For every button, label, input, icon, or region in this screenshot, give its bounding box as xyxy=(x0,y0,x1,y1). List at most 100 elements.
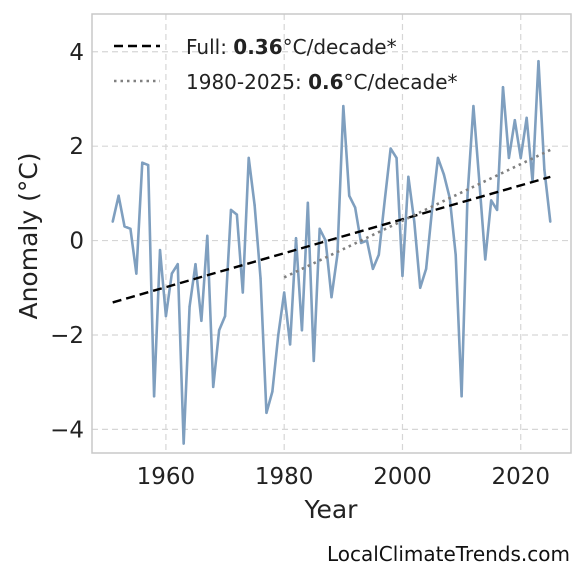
data-point-2015 xyxy=(489,199,493,202)
data-point-1992 xyxy=(353,206,357,209)
grid-lines xyxy=(92,14,571,453)
data-point-1999 xyxy=(395,156,398,160)
data-point-1960 xyxy=(164,314,168,318)
data-point-1997 xyxy=(383,199,386,202)
legend-entry-recent: 1980-2025: 0.6°C/decade* xyxy=(186,70,458,94)
full-trend-line xyxy=(112,175,551,304)
data-point-1989 xyxy=(336,253,339,256)
legend-recent-value: 0.6 xyxy=(308,70,343,94)
data-point-2009 xyxy=(454,253,457,256)
data-point-1978 xyxy=(271,390,274,393)
data-point-1977 xyxy=(265,411,268,415)
data-point-2021 xyxy=(525,116,528,120)
data-point-1956 xyxy=(141,161,144,164)
data-point-1958 xyxy=(152,395,156,398)
data-point-1979 xyxy=(277,333,280,337)
y-tick-label--4: −4 xyxy=(50,417,84,443)
data-point-2000 xyxy=(401,274,404,278)
x-tick-label-2000: 2000 xyxy=(373,464,432,490)
y-tick-label-2: 2 xyxy=(69,134,84,160)
data-point-1998 xyxy=(389,147,392,150)
data-point-1966 xyxy=(200,319,203,323)
data-point-1986 xyxy=(318,227,321,230)
data-point-1982 xyxy=(294,237,298,240)
data-point-1961 xyxy=(170,272,174,275)
data-point-2002 xyxy=(413,220,416,223)
data-point-2017 xyxy=(501,85,505,89)
data-point-1981 xyxy=(288,343,292,346)
legend-recent-suffix: °C/decade* xyxy=(344,70,458,94)
data-point-2023 xyxy=(537,60,540,63)
data-point-1957 xyxy=(146,163,150,167)
data-point-2014 xyxy=(484,258,487,261)
data-point-1962 xyxy=(176,262,179,266)
data-point-1969 xyxy=(217,329,221,332)
data-point-1973 xyxy=(241,291,244,294)
legend: Full: 0.36°C/decade* 1980-2025: 0.6°C/de… xyxy=(114,35,458,94)
data-point-1984 xyxy=(306,201,310,205)
data-point-2018 xyxy=(507,156,511,160)
data-point-2004 xyxy=(424,267,428,271)
y-tick-label-0: 0 xyxy=(69,229,84,255)
data-point-1951 xyxy=(111,220,114,223)
y-tick-labels: −4 −2 0 2 4 xyxy=(50,40,84,444)
data-point-1980 xyxy=(282,291,286,294)
data-point-1967 xyxy=(206,234,209,238)
data-point-1955 xyxy=(135,272,138,275)
data-point-2007 xyxy=(442,173,446,176)
data-point-1983 xyxy=(300,329,304,332)
data-point-1971 xyxy=(229,208,233,212)
data-point-1953 xyxy=(123,225,126,228)
legend-entry-full: Full: 0.36°C/decade* xyxy=(186,35,397,59)
data-point-1996 xyxy=(377,253,381,256)
data-point-2006 xyxy=(436,156,440,160)
data-point-2025 xyxy=(549,220,552,223)
data-point-1975 xyxy=(253,203,256,207)
data-point-2003 xyxy=(419,286,422,289)
x-tick-label-1960: 1960 xyxy=(137,464,196,490)
data-point-1970 xyxy=(223,314,227,318)
data-point-1988 xyxy=(330,296,333,299)
data-point-1990 xyxy=(342,104,345,108)
data-point-1991 xyxy=(348,194,351,197)
data-point-1954 xyxy=(129,227,132,230)
data-point-2005 xyxy=(430,208,434,212)
data-point-1987 xyxy=(324,239,327,242)
data-point-1965 xyxy=(194,262,197,266)
data-point-1968 xyxy=(212,385,215,389)
data-point-2024 xyxy=(543,168,546,171)
data-point-1985 xyxy=(312,359,315,363)
data-point-1972 xyxy=(235,213,239,216)
legend-full-suffix: °C/decade* xyxy=(283,35,397,59)
x-tick-label-2020: 2020 xyxy=(491,464,550,490)
data-point-1963 xyxy=(182,442,185,445)
data-point-1964 xyxy=(188,305,191,308)
x-tick-labels: 1960 1980 2000 2020 xyxy=(137,464,550,490)
legend-full-prefix: Full: xyxy=(186,35,233,59)
data-point-2020 xyxy=(519,156,522,160)
data-point-1974 xyxy=(247,156,250,160)
data-point-1994 xyxy=(365,239,369,242)
data-point-2010 xyxy=(460,395,463,398)
x-axis-title: Year xyxy=(304,495,359,524)
y-axis-title: Anomaly (°C) xyxy=(14,152,43,319)
legend-recent-prefix: 1980-2025: xyxy=(186,70,308,94)
y-tick-label-4: 4 xyxy=(69,40,84,66)
data-point-2019 xyxy=(513,119,517,122)
data-point-2001 xyxy=(407,175,410,179)
data-point-1952 xyxy=(117,194,120,197)
data-point-1995 xyxy=(371,267,375,271)
y-tick-label--2: −2 xyxy=(50,323,84,349)
data-point-1993 xyxy=(359,241,363,245)
series-group xyxy=(111,59,552,445)
data-point-2013 xyxy=(478,180,481,183)
data-point-2016 xyxy=(495,208,499,212)
data-point-2012 xyxy=(472,104,475,108)
data-point-1976 xyxy=(259,277,262,280)
plot-frame xyxy=(91,13,572,454)
legend-full-value: 0.36 xyxy=(233,35,282,59)
data-point-1959 xyxy=(158,248,162,252)
x-tick-label-1980: 1980 xyxy=(255,464,314,490)
watermark-text: LocalClimateTrends.com xyxy=(327,542,570,566)
